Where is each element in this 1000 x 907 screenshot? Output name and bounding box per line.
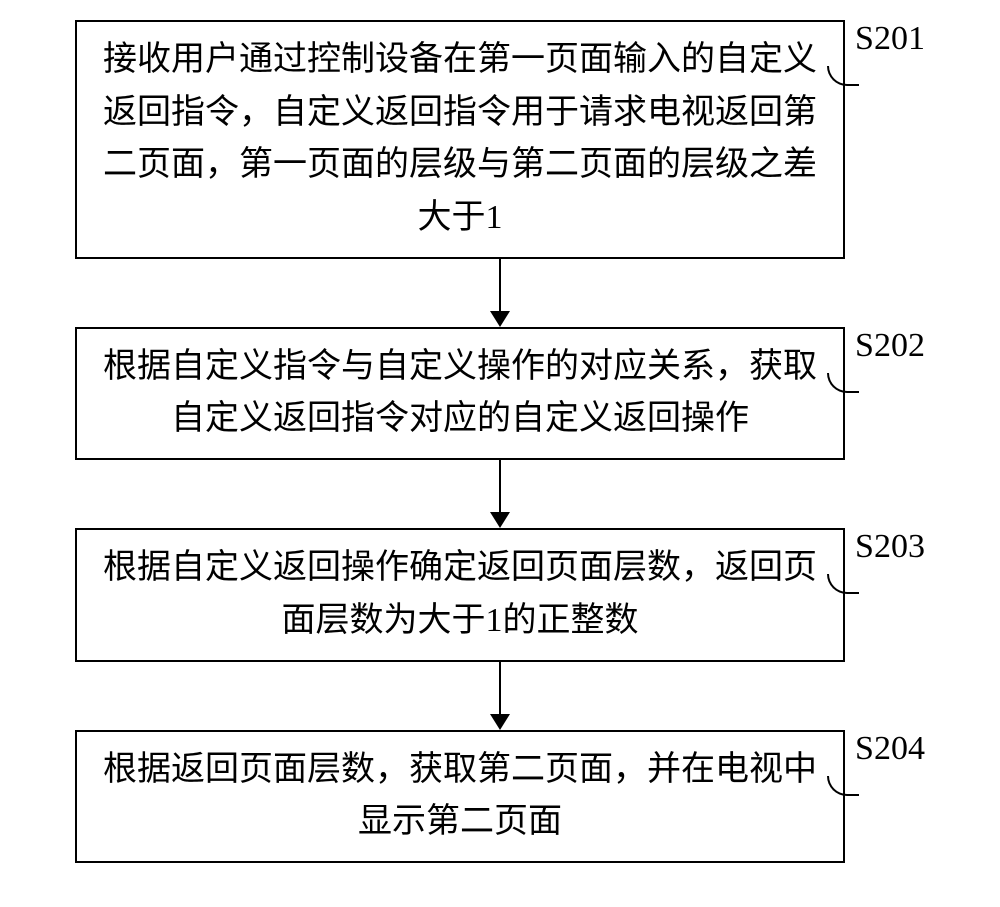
flow-box-s203: 根据自定义返回操作确定返回页面层数，返回页面层数为大于1的正整数 bbox=[75, 528, 845, 661]
flow-label-s203: S203 bbox=[855, 528, 925, 566]
arrow-head-icon bbox=[490, 311, 510, 327]
flow-step-s203: 根据自定义返回操作确定返回页面层数，返回页面层数为大于1的正整数 S203 bbox=[20, 528, 980, 661]
arrow-head-icon bbox=[490, 714, 510, 730]
flow-box-s204: 根据返回页面层数，获取第二页面，并在电视中显示第二页面 bbox=[75, 730, 845, 863]
flow-label-s201: S201 bbox=[855, 20, 925, 58]
flow-label-text: S204 bbox=[855, 730, 925, 767]
flow-arrow bbox=[490, 460, 510, 528]
flow-box-s201: 接收用户通过控制设备在第一页面输入的自定义返回指令，自定义返回指令用于请求电视返… bbox=[75, 20, 845, 259]
flow-label-s204: S204 bbox=[855, 730, 925, 768]
flow-arrow bbox=[490, 662, 510, 730]
flowchart-container: 接收用户通过控制设备在第一页面输入的自定义返回指令，自定义返回指令用于请求电视返… bbox=[20, 20, 980, 863]
flow-step-s202: 根据自定义指令与自定义操作的对应关系，获取自定义返回指令对应的自定义返回操作 S… bbox=[20, 327, 980, 460]
flow-step-s201: 接收用户通过控制设备在第一页面输入的自定义返回指令，自定义返回指令用于请求电视返… bbox=[20, 20, 980, 259]
arrow-head-icon bbox=[490, 512, 510, 528]
flow-step-s204: 根据返回页面层数，获取第二页面，并在电视中显示第二页面 S204 bbox=[20, 730, 980, 863]
arrow-shaft bbox=[499, 460, 502, 512]
flow-label-text: S201 bbox=[855, 20, 925, 57]
flow-box-text: 根据返回页面层数，获取第二页面，并在电视中显示第二页面 bbox=[103, 751, 817, 841]
flow-label-text: S203 bbox=[855, 528, 925, 565]
arrow-shaft bbox=[499, 662, 502, 714]
flow-box-text: 根据自定义指令与自定义操作的对应关系，获取自定义返回指令对应的自定义返回操作 bbox=[103, 348, 817, 438]
flow-label-text: S202 bbox=[855, 327, 925, 364]
flow-box-s202: 根据自定义指令与自定义操作的对应关系，获取自定义返回指令对应的自定义返回操作 bbox=[75, 327, 845, 460]
flow-box-text: 接收用户通过控制设备在第一页面输入的自定义返回指令，自定义返回指令用于请求电视返… bbox=[103, 41, 817, 236]
flow-arrow bbox=[490, 259, 510, 327]
flow-label-s202: S202 bbox=[855, 327, 925, 365]
flow-box-text: 根据自定义返回操作确定返回页面层数，返回页面层数为大于1的正整数 bbox=[103, 549, 817, 639]
arrow-shaft bbox=[499, 259, 502, 311]
